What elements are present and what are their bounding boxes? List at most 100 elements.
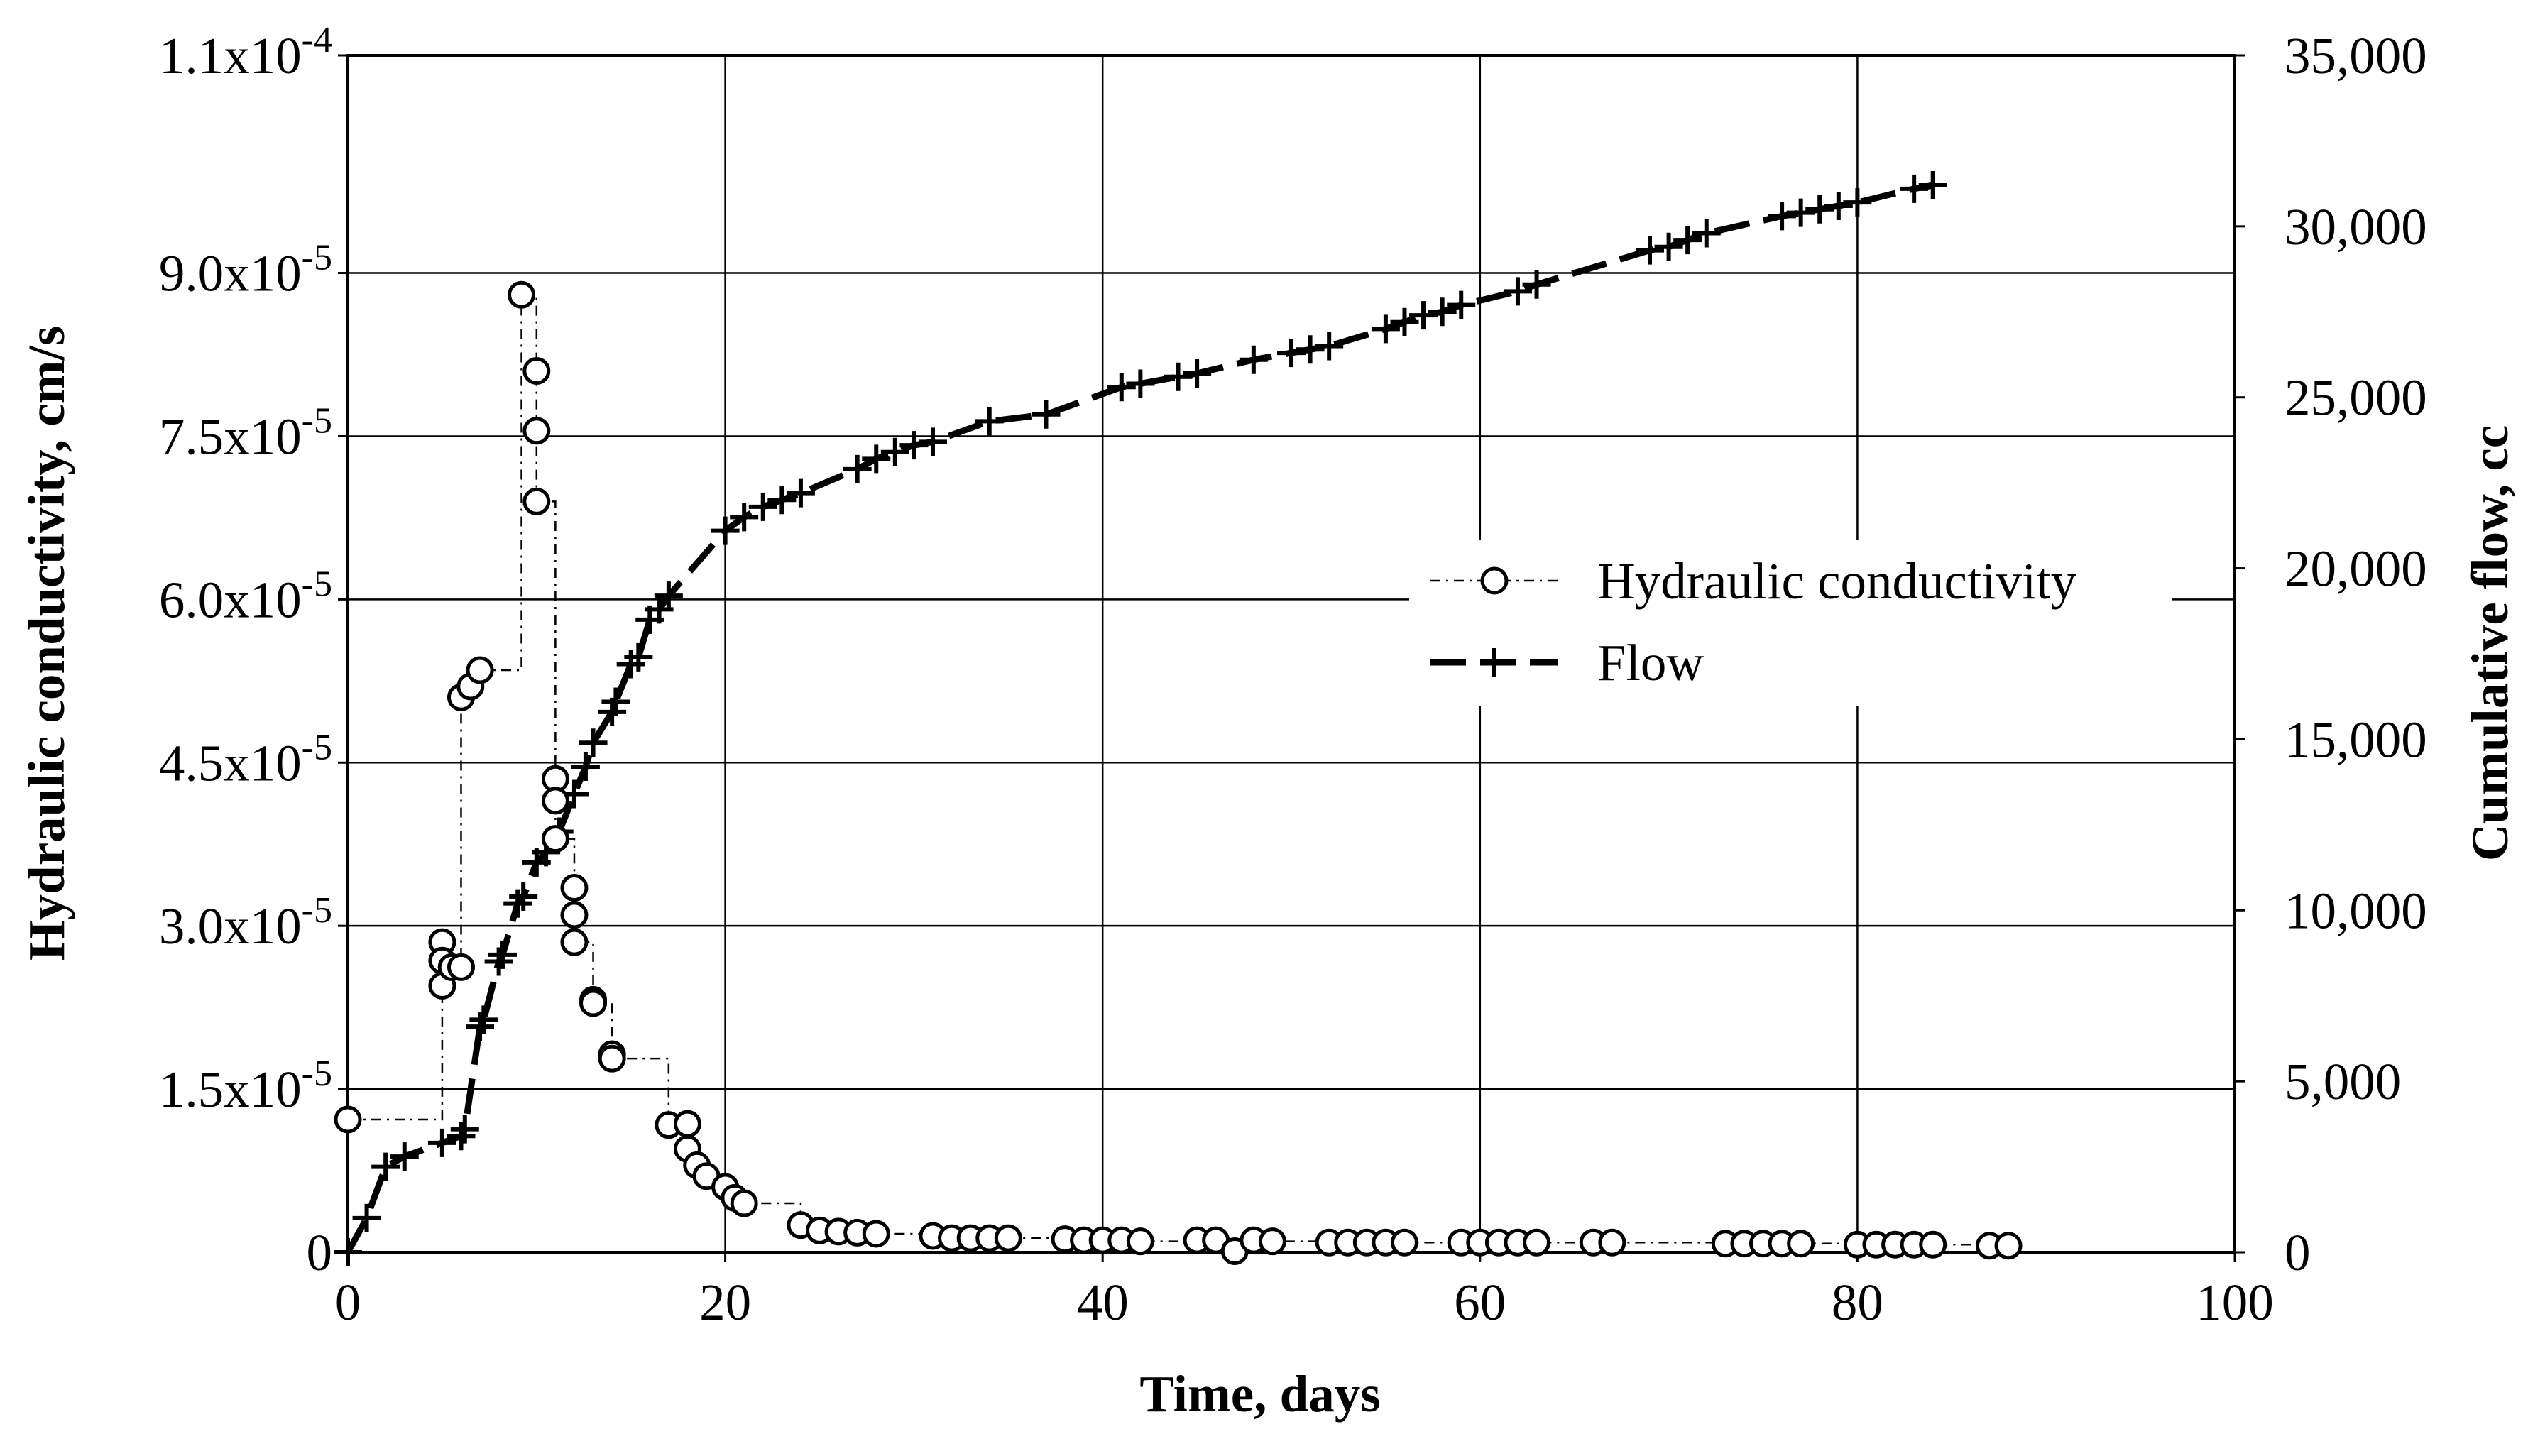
y-left-tick-label: 1.5x10-5 bbox=[159, 1053, 332, 1118]
flow-point bbox=[1277, 339, 1306, 368]
flow-point bbox=[488, 940, 517, 969]
flow-point bbox=[1239, 345, 1268, 374]
flow-point bbox=[1900, 174, 1929, 203]
flow-point bbox=[371, 1152, 400, 1181]
flow-point bbox=[1296, 335, 1325, 364]
flow-point bbox=[862, 444, 891, 474]
legend-item-hydraulic-conductivity: Hydraulic conductivity bbox=[1430, 552, 2077, 610]
hk-point bbox=[334, 1105, 362, 1134]
flow-point bbox=[1843, 188, 1872, 217]
hk-point bbox=[447, 953, 475, 981]
hk-point bbox=[522, 356, 551, 385]
hk-point bbox=[508, 280, 536, 309]
hk-point bbox=[560, 874, 589, 902]
flow-point bbox=[1673, 226, 1702, 255]
flow-point bbox=[390, 1142, 419, 1171]
y-right-tick-label: 25,000 bbox=[2284, 369, 2427, 427]
flow-point bbox=[975, 407, 1004, 436]
series bbox=[334, 171, 2023, 1266]
hk-point bbox=[541, 787, 569, 815]
y-left-tick-exponent: -5 bbox=[302, 400, 332, 441]
tick-labels: 0 1.5x10-5 3.0x10-5 4.5x10-5 6.0x10-5 7.5x10-… bbox=[159, 20, 2427, 1331]
y-left-tick-label: 7.5x10-5 bbox=[159, 400, 332, 465]
flow-point bbox=[624, 642, 653, 672]
flow-point bbox=[1183, 358, 1212, 388]
y-left-tick-label: 4.5x10-5 bbox=[159, 727, 332, 792]
y-left-tick-label: 0 bbox=[307, 1224, 333, 1281]
hk-point bbox=[598, 1044, 626, 1073]
y-right-tick-label: 35,000 bbox=[2284, 27, 2427, 84]
y-left-tick-exponent: -5 bbox=[302, 727, 332, 767]
flow-point bbox=[1409, 301, 1438, 330]
hk-point bbox=[1523, 1228, 1551, 1257]
flow-point bbox=[503, 889, 532, 918]
y-right-tick-label: 10,000 bbox=[2284, 882, 2427, 939]
flow-point bbox=[730, 503, 759, 532]
y-left-tick-label: 9.0x10-5 bbox=[159, 238, 332, 302]
flow-point bbox=[1447, 290, 1476, 319]
hk-point bbox=[466, 656, 494, 684]
flow-point bbox=[786, 478, 815, 508]
hk-point bbox=[1126, 1227, 1154, 1256]
flow-point bbox=[918, 427, 947, 456]
x-tick-label: 60 bbox=[1454, 1274, 1506, 1331]
legend-item-flow: Flow bbox=[1430, 634, 1704, 691]
flow-point bbox=[571, 752, 600, 781]
flow-point bbox=[1390, 307, 1419, 336]
hk-point bbox=[673, 1110, 701, 1138]
y-left-tick-label: 6.0x10-5 bbox=[159, 564, 332, 628]
flow-point bbox=[466, 1012, 495, 1041]
flow-point bbox=[579, 728, 608, 757]
y-left-tick-exponent: -4 bbox=[302, 20, 332, 60]
flow-point bbox=[880, 437, 909, 466]
legend: Hydraulic conductivity Flow bbox=[1409, 540, 2172, 706]
hk-point bbox=[1787, 1230, 1815, 1258]
flow-point bbox=[1654, 232, 1683, 261]
flow-point bbox=[1126, 369, 1155, 398]
x-tick-label: 0 bbox=[335, 1274, 361, 1331]
flow-point bbox=[450, 1115, 479, 1144]
hk-point bbox=[1598, 1228, 1626, 1257]
hk-point bbox=[1994, 1232, 2023, 1260]
flow-point bbox=[1824, 191, 1853, 220]
y-right-tick-label: 30,000 bbox=[2284, 198, 2427, 256]
y-left-tick-exponent: -5 bbox=[302, 238, 332, 278]
flow-point bbox=[352, 1203, 381, 1232]
y-left-axis-title: Hydraulic conductivity, cm/s bbox=[18, 326, 75, 960]
flow-point bbox=[1107, 373, 1136, 402]
flow-point bbox=[748, 492, 777, 521]
flow-point bbox=[427, 1128, 456, 1157]
flow-point bbox=[1503, 277, 1532, 306]
y-left-tick-label: 1.1x10-4 bbox=[159, 20, 332, 84]
flow-point bbox=[1315, 332, 1344, 361]
flow-point bbox=[1522, 270, 1551, 299]
y-right-tick-label: 0 bbox=[2284, 1224, 2311, 1281]
flow-point bbox=[899, 431, 929, 460]
legend-hk-label: Hydraulic conductivity bbox=[1597, 552, 2077, 610]
flow-point bbox=[601, 687, 630, 716]
hk-point bbox=[579, 989, 608, 1017]
flow-point bbox=[484, 947, 513, 976]
hk-point bbox=[1258, 1227, 1286, 1256]
x-tick-label: 100 bbox=[2196, 1274, 2274, 1331]
hk-point bbox=[994, 1224, 1022, 1252]
y-right-tick-label: 20,000 bbox=[2284, 540, 2427, 598]
flow-point bbox=[1636, 236, 1665, 265]
hk-point bbox=[862, 1220, 890, 1248]
flow-point bbox=[1032, 400, 1061, 429]
hk-point bbox=[522, 417, 551, 445]
flow-point bbox=[1692, 219, 1721, 248]
hk-series-line bbox=[348, 293, 2009, 1252]
legend-hk-marker-icon bbox=[1480, 566, 1509, 595]
hk-point bbox=[1919, 1230, 1947, 1259]
y-right-tick-label: 5,000 bbox=[2284, 1053, 2401, 1110]
flow-point bbox=[711, 516, 740, 545]
x-tick-label: 20 bbox=[699, 1274, 751, 1331]
flow-point bbox=[1164, 362, 1193, 391]
y-right-tick-label: 15,000 bbox=[2284, 711, 2427, 768]
hk-point bbox=[1390, 1228, 1418, 1257]
y-right-axis-title: Cumulative flow, cc bbox=[2461, 425, 2519, 861]
plot-frame bbox=[346, 54, 2236, 1254]
flow-point bbox=[1428, 297, 1457, 327]
